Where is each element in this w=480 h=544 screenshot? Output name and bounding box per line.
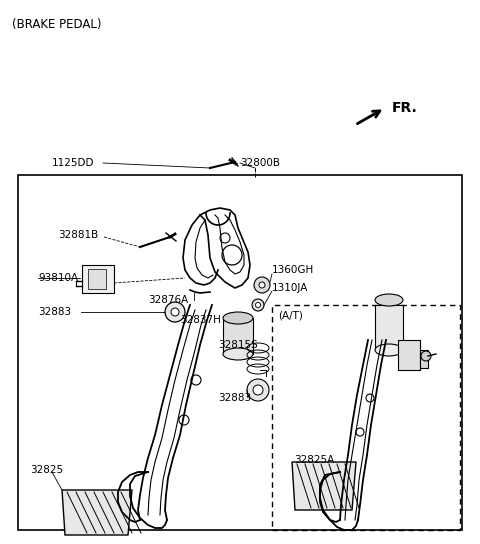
Circle shape [247, 379, 269, 401]
Text: 32883: 32883 [218, 393, 251, 403]
Text: 32825A: 32825A [294, 455, 334, 465]
Circle shape [165, 302, 185, 322]
Text: 32815S: 32815S [218, 340, 258, 350]
Circle shape [421, 351, 431, 361]
Bar [272, 305, 460, 530]
Polygon shape [292, 462, 356, 510]
Bar [82, 265, 114, 293]
Text: 32881B: 32881B [58, 230, 98, 240]
Bar [18, 175, 462, 530]
Text: 1125DD: 1125DD [52, 158, 95, 168]
Circle shape [253, 385, 263, 395]
Bar [375, 305, 403, 350]
Text: 32800B: 32800B [240, 158, 280, 168]
Circle shape [252, 299, 264, 311]
Text: 32837H: 32837H [180, 315, 221, 325]
Circle shape [259, 282, 265, 288]
Text: 32876A: 32876A [148, 295, 188, 305]
Polygon shape [62, 490, 132, 535]
Circle shape [171, 308, 179, 316]
Text: (BRAKE PEDAL): (BRAKE PEDAL) [12, 18, 101, 31]
Text: 32825: 32825 [30, 465, 63, 475]
Circle shape [254, 277, 270, 293]
Text: FR.: FR. [392, 101, 418, 115]
Text: 93810A: 93810A [38, 273, 78, 283]
Bar [223, 318, 253, 354]
Ellipse shape [223, 312, 253, 324]
Ellipse shape [375, 294, 403, 306]
Ellipse shape [223, 348, 253, 360]
Circle shape [255, 302, 261, 307]
Text: 1310JA: 1310JA [272, 283, 308, 293]
Bar [88, 269, 106, 289]
Text: 32883: 32883 [38, 307, 71, 317]
Text: 1360GH: 1360GH [272, 265, 314, 275]
Text: (A/T): (A/T) [278, 310, 303, 320]
Bar [398, 340, 420, 370]
Ellipse shape [375, 344, 403, 356]
Bar [420, 350, 428, 368]
